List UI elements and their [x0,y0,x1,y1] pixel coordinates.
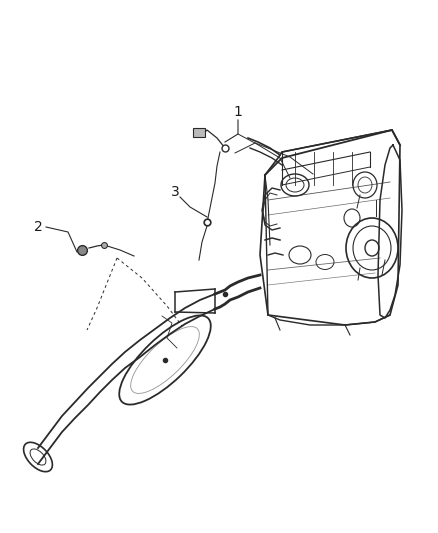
Bar [193,128,205,137]
Text: 1: 1 [233,105,243,119]
Text: 2: 2 [34,220,42,234]
Text: 3: 3 [171,185,180,199]
